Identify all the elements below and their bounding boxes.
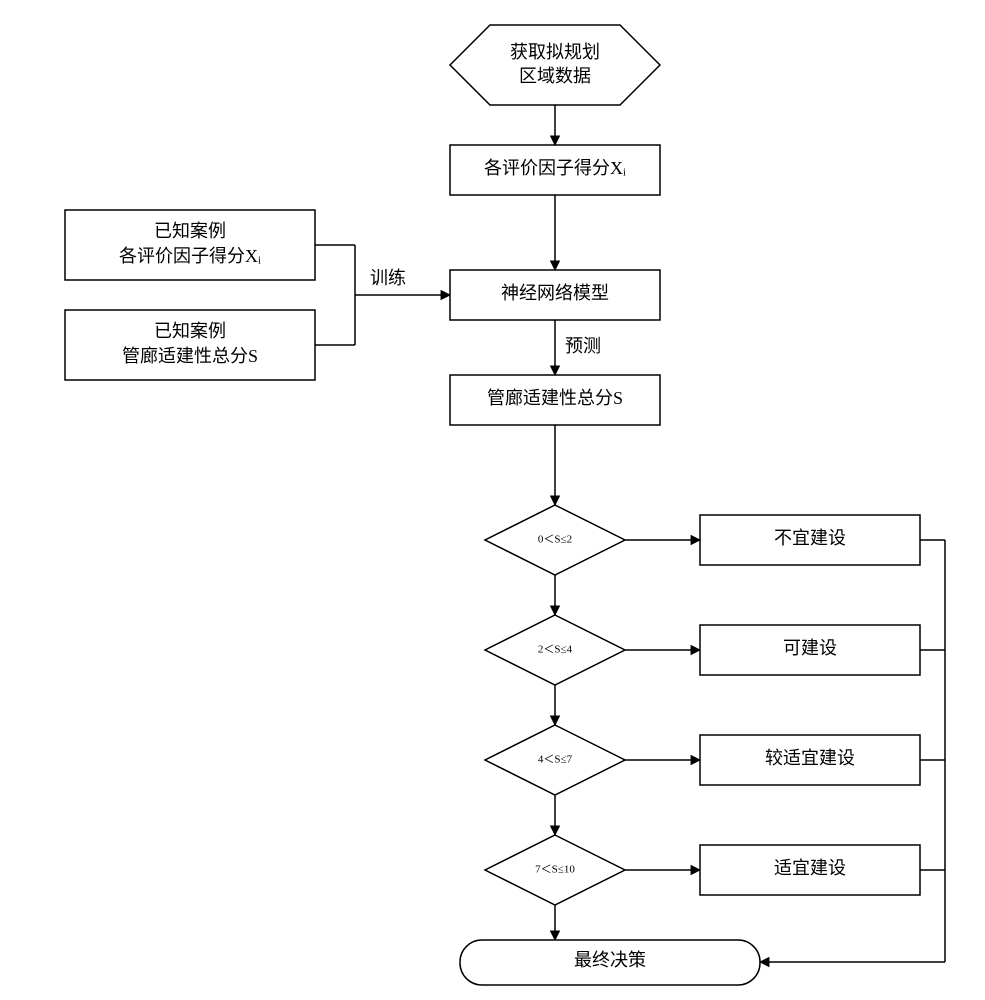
final-node: 最终决策 [460, 940, 760, 985]
known1-node: 已知案例 各评价因子得分Xᵢ [65, 210, 315, 280]
known2-label-2: 管廊适建性总分S [122, 346, 258, 366]
start-label-1: 获取拟规划 [510, 42, 600, 62]
start-label-2: 区域数据 [519, 66, 591, 86]
known1-label-2: 各评价因子得分Xᵢ [119, 246, 261, 266]
d2-label: 2＜S≤4 [538, 644, 573, 656]
r2-label: 可建设 [783, 638, 837, 658]
d3-node: 4＜S≤7 [485, 725, 625, 795]
d3-label: 4＜S≤7 [538, 754, 573, 766]
predict-label: 预测 [565, 336, 601, 356]
r1-label: 不宜建设 [774, 528, 846, 548]
scores-label: 各评价因子得分Xᵢ [484, 158, 626, 178]
r3-node: 较适宜建设 [700, 735, 920, 785]
d4-label: 7＜S≤10 [535, 864, 575, 876]
train-label: 训练 [370, 268, 406, 288]
final-label: 最终决策 [574, 950, 646, 970]
r3-label: 较适宜建设 [765, 748, 855, 768]
known2-label-1: 已知案例 [154, 321, 226, 341]
known1-label-1: 已知案例 [154, 221, 226, 241]
d1-node: 0＜S≤2 [485, 505, 625, 575]
totalS-label: 管廊适建性总分S [487, 388, 623, 408]
d1-label: 0＜S≤2 [538, 534, 572, 546]
known2-node: 已知案例 管廊适建性总分S [65, 310, 315, 380]
model-node: 神经网络模型 [450, 270, 660, 320]
r2-node: 可建设 [700, 625, 920, 675]
model-label: 神经网络模型 [501, 283, 609, 303]
r1-node: 不宜建设 [700, 515, 920, 565]
scores-node: 各评价因子得分Xᵢ [450, 145, 660, 195]
totalS-node: 管廊适建性总分S [450, 375, 660, 425]
d2-node: 2＜S≤4 [485, 615, 625, 685]
d4-node: 7＜S≤10 [485, 835, 625, 905]
start-node: 获取拟规划 区域数据 [450, 25, 660, 105]
r4-label: 适宜建设 [774, 858, 846, 878]
r4-node: 适宜建设 [700, 845, 920, 895]
